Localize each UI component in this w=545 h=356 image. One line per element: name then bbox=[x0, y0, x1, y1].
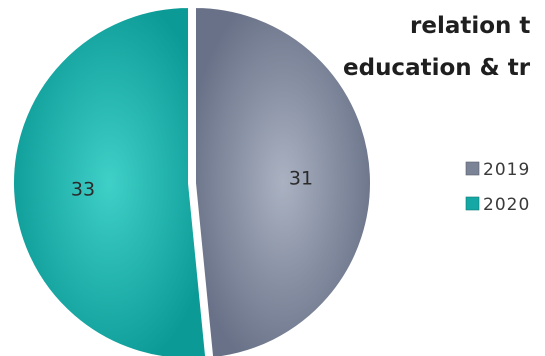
legend-label-2019: 2019 bbox=[483, 160, 530, 180]
slice-label-2019: 31 bbox=[289, 168, 313, 190]
chart-title-line-2: education & tr bbox=[343, 55, 531, 81]
slice-label-2020: 33 bbox=[71, 178, 95, 200]
pie-slice-2020 bbox=[12, 5, 208, 356]
chart-title-line-1: relation t bbox=[410, 13, 530, 39]
legend-label-2020: 2020 bbox=[483, 195, 530, 215]
pie-slice-2019 bbox=[194, 5, 372, 356]
pie-slices bbox=[12, 5, 372, 356]
legend-swatch-2019 bbox=[465, 161, 480, 176]
legend: 2019 2020 bbox=[465, 160, 530, 215]
slice-labels: 31 33 bbox=[71, 168, 313, 201]
legend-swatch-2020 bbox=[465, 196, 480, 211]
